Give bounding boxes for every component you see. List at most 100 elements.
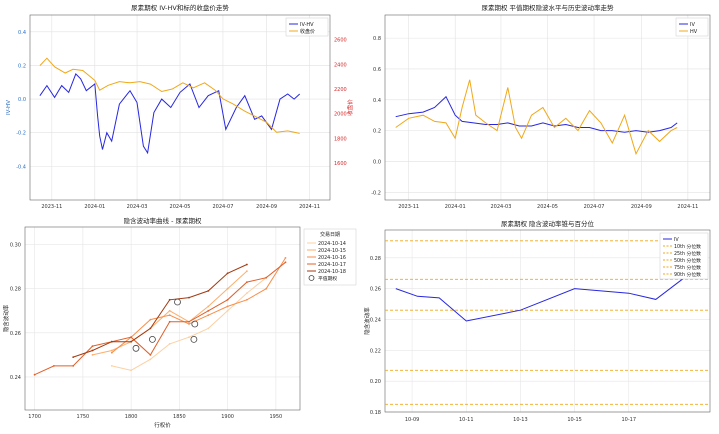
y-tick-label: -0.2 xyxy=(371,190,381,196)
iv-smile-chart: 隐含波动率曲线 - 尿素期权 1700 1750 1800 1850 1900 1950 0.… xyxy=(2,216,357,429)
series-line xyxy=(92,270,248,356)
legend-label: 平值期权 xyxy=(318,275,337,282)
y-tick-label: 0.2 xyxy=(18,63,26,69)
y2-tick-label: 2400 xyxy=(334,62,347,68)
chart-title: 隐含波动率曲线 - 尿素期权 xyxy=(124,216,202,225)
x-tick-label: 1700 xyxy=(28,414,41,420)
data-point xyxy=(265,287,268,290)
y2-tick-label: 1800 xyxy=(334,136,347,142)
y-tick-label: 0.0 xyxy=(18,97,26,103)
chart-title: 尿素期权 隐含波动率锥与百分位 xyxy=(501,219,595,228)
legend-label: 10th 分位数 xyxy=(674,243,701,250)
y-tick-label: 0.6 xyxy=(373,67,381,73)
series-line xyxy=(73,264,248,358)
ivhv-close-chart: 尿素期权 IV-HV和标的收盘价走势 2023-11 2024-01 2024-03 2… xyxy=(6,3,354,210)
x-tick-label: 2024-01 xyxy=(84,204,105,210)
data-point xyxy=(91,345,94,347)
chart-panel-atm-iv-hv: 尿素期权 平值期权隐波水平与历史波动率走势 2023-11 2024-01 2024-… xyxy=(360,0,719,215)
x-tick-label: 10-11 xyxy=(459,417,474,423)
y-tick-label: 0.26 xyxy=(370,287,381,293)
y-tick-label: 0.2 xyxy=(373,129,381,135)
data-point xyxy=(265,276,268,279)
x-tick-label: 2024-09 xyxy=(631,204,652,210)
iv-cone-chart: 尿素期权 隐含波动率锥与百分位 10-09 10-11 10-13 10-15 10-17… xyxy=(363,219,711,423)
data-point xyxy=(110,340,113,343)
chart-panel-smile: 隐含波动率曲线 - 尿素期权 1700 1750 1800 1850 1900 1950 0.… xyxy=(0,215,360,430)
y-tick-label: 0.4 xyxy=(373,98,381,104)
data-point xyxy=(226,287,229,290)
y-tick-label: 0.26 xyxy=(10,331,21,337)
data-point xyxy=(246,298,248,301)
data-point xyxy=(130,340,133,343)
legend-label: 2024-10-16 xyxy=(318,255,346,261)
data-point xyxy=(207,309,210,312)
data-point xyxy=(226,272,229,275)
y2-tick-label: 2000 xyxy=(334,112,347,118)
data-point xyxy=(168,343,171,345)
x-tick-label: 2024-05 xyxy=(170,204,191,210)
series-line xyxy=(395,274,689,322)
data-point xyxy=(130,336,133,339)
y2-axis-label: 收盘价 xyxy=(346,99,354,116)
y-tick-label: 0.8 xyxy=(373,36,381,42)
x-tick-label: 2023-11 xyxy=(41,204,62,210)
legend-label: IV-HV xyxy=(300,22,314,28)
data-point xyxy=(246,270,248,272)
x-axis-label: 行权价 xyxy=(154,421,171,429)
x-tick-label: 10-15 xyxy=(567,417,582,423)
data-point xyxy=(149,327,152,330)
x-tick-label: 1750 xyxy=(77,414,90,420)
series-line xyxy=(111,257,286,354)
chart-panel-cone: 尿素期权 隐含波动率锥与百分位 10-09 10-11 10-13 10-15 10-17… xyxy=(360,215,719,430)
data-point xyxy=(226,298,229,301)
data-point xyxy=(246,281,248,283)
y-axis-label: 隐含波动率 xyxy=(363,307,371,335)
atm-iv-hv-chart: 尿素期权 平值期权隐波水平与历史波动率走势 2023-11 2024-01 2024-… xyxy=(371,3,711,210)
series-line xyxy=(39,72,301,155)
x-tick-label: 2024-05 xyxy=(537,204,558,210)
series-line xyxy=(39,57,300,134)
data-point xyxy=(110,349,113,352)
legend-label: IV xyxy=(690,22,695,28)
chart-panel-ivhv: 尿素期权 IV-HV和标的收盘价走势 2023-11 2024-01 2024-03 2… xyxy=(0,0,360,215)
x-tick-label: 1800 xyxy=(125,414,138,420)
data-point xyxy=(226,305,229,308)
y-axis-label: IV-HV xyxy=(6,100,12,115)
data-point xyxy=(207,305,210,308)
data-point xyxy=(130,369,133,372)
data-point xyxy=(207,314,210,317)
legend-box xyxy=(659,232,709,280)
data-point xyxy=(91,349,94,352)
data-point xyxy=(188,323,190,325)
data-point xyxy=(168,309,171,312)
x-tick-label: 2024-11 xyxy=(677,204,698,210)
legend-label: IV xyxy=(674,237,679,243)
legend-label: 收盘价 xyxy=(300,28,315,35)
y-tick-label: 0.24 xyxy=(10,375,21,381)
legend-label: HV xyxy=(690,29,698,35)
data-point xyxy=(72,356,75,358)
x-tick-label: 10-09 xyxy=(405,417,420,423)
chart-title: 尿素期权 平值期权隐波水平与历史波动率走势 xyxy=(481,3,614,12)
y-tick-label: 0.30 xyxy=(10,243,21,249)
legend-label: 50th 分位数 xyxy=(674,257,701,264)
atm-marker xyxy=(191,320,199,328)
data-point xyxy=(207,290,210,292)
y2-tick-label: 2600 xyxy=(334,38,347,44)
x-tick-label: 1850 xyxy=(173,414,186,420)
y-tick-label: -0.4 xyxy=(16,164,26,170)
y-tick-label: 0.22 xyxy=(370,348,381,354)
atm-marker xyxy=(190,336,198,343)
plot-frame xyxy=(24,226,301,411)
data-point xyxy=(72,365,75,367)
atm-marker xyxy=(174,298,181,306)
y-tick-label: 0.24 xyxy=(370,317,381,323)
y2-tick-label: 1600 xyxy=(334,161,347,167)
y-tick-label: 0.0 xyxy=(373,159,381,165)
x-tick-label: 2023-11 xyxy=(398,204,419,210)
y-tick-label: 0.20 xyxy=(370,379,381,385)
legend-label: 75th 分位数 xyxy=(674,264,701,271)
x-tick-label: 2024-07 xyxy=(584,204,605,210)
y-axis-label: 隐含波动率 xyxy=(2,304,10,332)
data-point xyxy=(53,365,55,367)
